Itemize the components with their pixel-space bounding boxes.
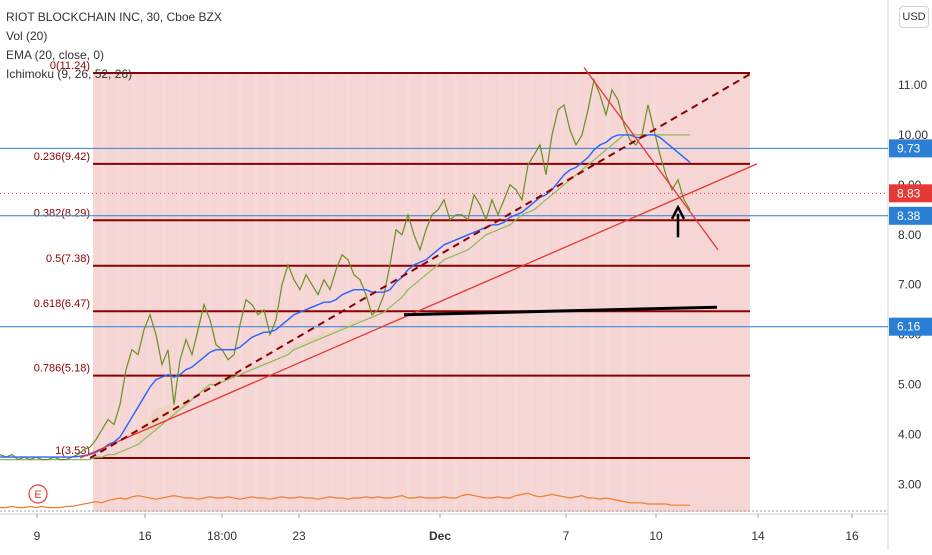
volume-band xyxy=(575,72,580,512)
volume-band xyxy=(162,72,167,512)
volume-band xyxy=(636,72,641,512)
currency-button[interactable]: USD xyxy=(899,6,929,28)
price-tick-label: 11.00 xyxy=(898,78,927,92)
volume-band xyxy=(177,72,182,512)
price-tick-label: 3.00 xyxy=(898,478,922,492)
volume-band xyxy=(529,72,534,512)
volume-band xyxy=(651,72,656,512)
dashed-trendline[interactable] xyxy=(89,72,753,459)
fib-level-label: 0.618(6.47) xyxy=(34,298,90,310)
volume-band xyxy=(208,72,213,512)
fib-level-label: 0(11.24) xyxy=(50,60,90,72)
time-tick-label: 16 xyxy=(845,529,859,543)
volume-band xyxy=(269,72,274,512)
time-tick-label: 16 xyxy=(138,529,152,543)
price-level-tag-text: 6.16 xyxy=(897,320,921,334)
ichimoku-span-line xyxy=(0,134,690,461)
volume-band xyxy=(621,72,626,512)
volume-band xyxy=(544,72,549,512)
price-tick-label: 10.00 xyxy=(898,128,928,142)
volume-band xyxy=(605,72,610,512)
fib-level-label: 1(3.53) xyxy=(55,445,90,457)
volume-band xyxy=(560,72,564,512)
volume-band xyxy=(422,72,427,512)
volume-band xyxy=(590,72,595,512)
volume-band xyxy=(498,72,503,512)
volume-band xyxy=(407,72,411,512)
support-line[interactable] xyxy=(403,305,718,317)
price-level-tag-text: 8.38 xyxy=(897,209,921,223)
price-tick-label: 5.00 xyxy=(898,378,922,392)
volume-band xyxy=(254,72,258,512)
indicator-ichimoku[interactable]: Ichimoku (9, 26, 52, 26) xyxy=(6,67,133,81)
volume-band xyxy=(192,72,197,512)
chart-legend: RIOT BLOCKCHAIN INC, 30, Cboe BZX Vol (2… xyxy=(6,8,222,84)
volume-band xyxy=(391,72,396,512)
volume-band xyxy=(116,72,121,512)
ema-series-line[interactable] xyxy=(0,134,691,458)
price-level-tag-text: 9.73 xyxy=(897,141,921,155)
volume-band xyxy=(131,72,136,512)
price-series-line[interactable] xyxy=(0,77,691,461)
up-arrow-icon xyxy=(670,204,686,220)
last-price-tag-text: 8.83 xyxy=(897,186,921,200)
fib-level-label: 0.236(9.42) xyxy=(34,151,90,163)
volume-series-line xyxy=(0,492,690,509)
volume-band xyxy=(284,72,289,512)
chart-title: RIOT BLOCKCHAIN INC, 30, Cboe BZX xyxy=(6,10,222,24)
fib-level-label: 0.382(8.29) xyxy=(34,207,90,219)
time-tick-label: 14 xyxy=(751,529,765,543)
time-tick-label: 18:00 xyxy=(207,529,237,543)
earnings-marker-label: E xyxy=(34,489,41,501)
time-tick-label: 10 xyxy=(649,529,663,543)
price-tick-label: 4.00 xyxy=(898,428,922,442)
volume-band xyxy=(452,72,457,512)
volume-band xyxy=(437,72,442,512)
volume-band xyxy=(299,72,304,512)
price-level-tag xyxy=(889,139,932,158)
fib-retracement-zone[interactable] xyxy=(93,72,750,512)
time-tick-label: 23 xyxy=(292,529,306,543)
price-level-tag xyxy=(889,317,932,336)
rising-trendline[interactable] xyxy=(79,163,758,459)
volume-band xyxy=(238,72,243,512)
fib-level-label: 0.5(7.38) xyxy=(46,253,90,265)
volume-band xyxy=(223,72,228,512)
indicator-volume[interactable]: Vol (20) xyxy=(6,29,48,43)
time-tick-label: 9 xyxy=(34,529,41,543)
price-level-tag xyxy=(889,206,932,225)
last-price-tag xyxy=(889,184,932,203)
time-tick-label: Dec xyxy=(429,529,451,543)
earnings-marker[interactable] xyxy=(28,484,48,504)
volume-band xyxy=(330,72,335,512)
falling-trendline[interactable] xyxy=(583,67,719,251)
price-axis-panel[interactable] xyxy=(888,0,932,550)
volume-band xyxy=(101,72,105,512)
volume-band xyxy=(468,72,473,512)
volume-band xyxy=(514,72,519,512)
time-tick-label: 7 xyxy=(563,529,570,543)
volume-band xyxy=(361,72,366,512)
price-tick-label: 7.00 xyxy=(898,278,922,292)
fib-level-label: 0.786(5.18) xyxy=(34,363,90,375)
price-tick-label: 8.00 xyxy=(898,228,922,242)
indicator-ema[interactable]: EMA (20, close, 0) xyxy=(6,48,105,62)
volume-band xyxy=(483,72,488,512)
volume-band xyxy=(146,72,151,512)
